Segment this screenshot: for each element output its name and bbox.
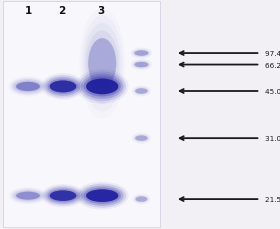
Ellipse shape (132, 133, 151, 144)
Ellipse shape (45, 187, 81, 204)
Ellipse shape (83, 188, 121, 204)
Ellipse shape (48, 189, 78, 203)
Ellipse shape (134, 51, 148, 57)
Ellipse shape (88, 39, 116, 89)
Ellipse shape (86, 31, 118, 97)
Ellipse shape (14, 191, 42, 201)
Ellipse shape (83, 77, 121, 97)
Ellipse shape (134, 51, 148, 57)
Ellipse shape (78, 72, 126, 102)
Text: 45.0 kDa: 45.0 kDa (265, 89, 280, 95)
Ellipse shape (135, 89, 148, 94)
Ellipse shape (16, 192, 40, 200)
Ellipse shape (86, 79, 118, 95)
Ellipse shape (136, 196, 147, 202)
Ellipse shape (41, 74, 85, 100)
Text: 1: 1 (24, 6, 32, 16)
Ellipse shape (84, 24, 121, 104)
Ellipse shape (135, 136, 148, 141)
Ellipse shape (136, 196, 147, 202)
Ellipse shape (16, 192, 40, 200)
Ellipse shape (10, 78, 46, 96)
Text: 3: 3 (97, 6, 104, 16)
Ellipse shape (132, 61, 150, 69)
Ellipse shape (81, 75, 123, 99)
Ellipse shape (16, 82, 40, 92)
Ellipse shape (50, 81, 76, 93)
Ellipse shape (86, 190, 118, 202)
Ellipse shape (50, 191, 76, 201)
Ellipse shape (45, 77, 81, 97)
Ellipse shape (132, 194, 150, 205)
Ellipse shape (86, 79, 118, 95)
Ellipse shape (76, 70, 129, 104)
Ellipse shape (12, 189, 44, 202)
Text: 66.2 kDa: 66.2 kDa (265, 62, 280, 68)
Ellipse shape (43, 186, 83, 206)
Ellipse shape (43, 76, 83, 98)
Text: 31.0 kDa: 31.0 kDa (265, 136, 280, 142)
Ellipse shape (131, 48, 152, 59)
Ellipse shape (41, 184, 85, 207)
Ellipse shape (48, 79, 78, 95)
Ellipse shape (76, 182, 129, 210)
Ellipse shape (50, 191, 76, 201)
Ellipse shape (134, 134, 150, 143)
Ellipse shape (12, 80, 44, 94)
Ellipse shape (132, 86, 151, 97)
Ellipse shape (135, 136, 148, 141)
Ellipse shape (134, 87, 150, 96)
Ellipse shape (132, 50, 150, 58)
Ellipse shape (88, 39, 116, 89)
Ellipse shape (16, 82, 40, 92)
Ellipse shape (50, 81, 76, 93)
Ellipse shape (86, 190, 118, 202)
Ellipse shape (14, 81, 42, 93)
Ellipse shape (131, 60, 152, 71)
Ellipse shape (134, 63, 148, 68)
Ellipse shape (78, 184, 126, 208)
Text: 2: 2 (58, 6, 65, 16)
Text: 97.4 kDa: 97.4 kDa (265, 51, 280, 57)
Ellipse shape (81, 186, 123, 206)
Ellipse shape (134, 63, 148, 68)
Ellipse shape (135, 89, 148, 94)
Ellipse shape (10, 188, 46, 203)
FancyBboxPatch shape (3, 2, 160, 227)
Text: 21.5 kDa: 21.5 kDa (265, 196, 280, 202)
Ellipse shape (134, 195, 149, 203)
